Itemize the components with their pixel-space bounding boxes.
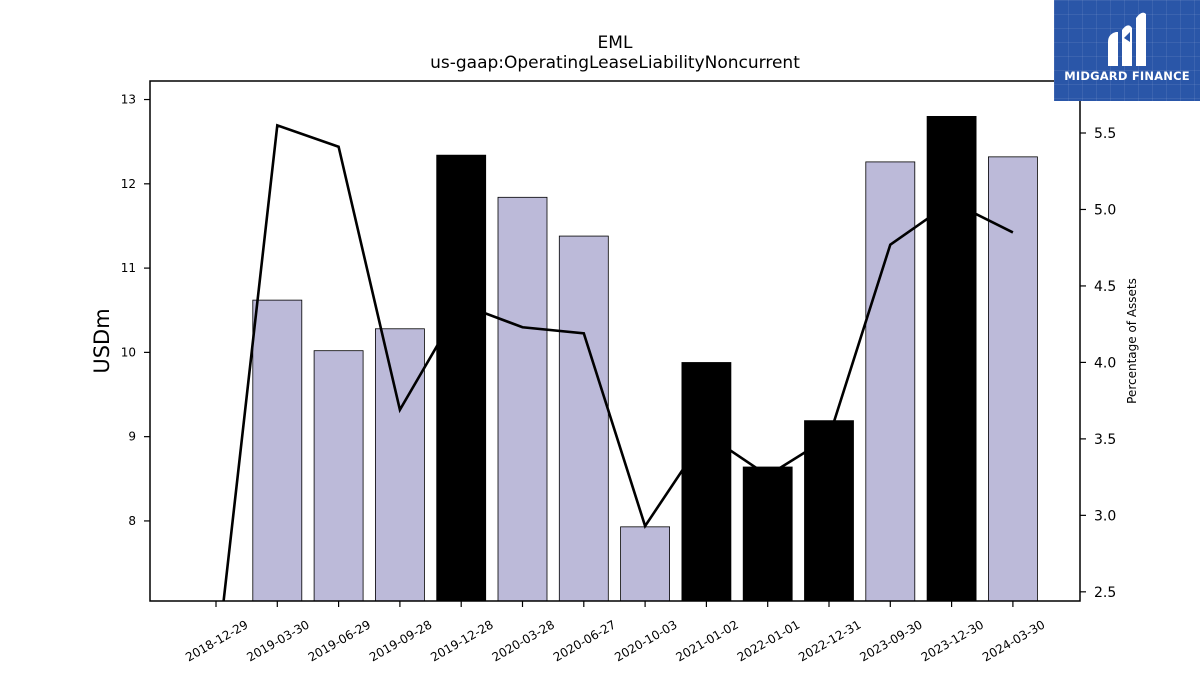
x-tick-label: 2021-01-02 bbox=[673, 617, 740, 664]
logo-text: MIDGARD FINANCE bbox=[1064, 69, 1190, 83]
bar-2020-10-03 bbox=[620, 526, 670, 602]
x-tick-label: 2023-12-30 bbox=[919, 617, 986, 664]
x-tick-label: 2023-09-30 bbox=[857, 617, 924, 664]
bar-2022-01-01 bbox=[742, 466, 793, 602]
x-tick-label: 2020-03-28 bbox=[490, 617, 557, 664]
right-axis: 2.5 3.0 3.5 4.0 4.5 5.0 5.5 bbox=[1080, 126, 1116, 601]
x-tick-label: 2019-06-29 bbox=[306, 617, 373, 664]
x-tick-label: 2019-03-30 bbox=[244, 617, 311, 664]
bar-2023-12-30 bbox=[926, 115, 977, 602]
y-tick-label-left: 13 bbox=[121, 93, 136, 107]
bar-2019-06-29 bbox=[313, 350, 364, 602]
bar-2019-03-30 bbox=[252, 299, 303, 602]
bar-2019-09-28 bbox=[374, 328, 425, 602]
x-tick-label: 2019-12-28 bbox=[428, 617, 495, 664]
x-tick-label: 2024-03-30 bbox=[980, 617, 1047, 664]
y-tick-label-right: 2.5 bbox=[1094, 585, 1116, 601]
percentage-of-assets-line bbox=[222, 123, 1014, 601]
left-axis: 8 9 10 11 12 13 bbox=[121, 93, 150, 528]
chart-title: EML bbox=[598, 33, 633, 53]
bar-2022-12-31 bbox=[804, 420, 854, 602]
y-tick-label-left: 12 bbox=[121, 177, 136, 191]
x-tick-label: 2022-01-01 bbox=[735, 617, 802, 664]
chart-subtitle: us-gaap:OperatingLeaseLiabilityNoncurren… bbox=[430, 53, 800, 73]
y-axis-label-left: USDm bbox=[90, 308, 114, 373]
y-tick-label-right: 4.0 bbox=[1094, 355, 1116, 371]
y-tick-label-left: 11 bbox=[121, 261, 136, 275]
y-tick-label-right: 5.0 bbox=[1094, 202, 1116, 218]
x-tick-label: 2020-10-03 bbox=[612, 617, 679, 664]
x-tick-label: 2019-09-28 bbox=[367, 617, 434, 664]
bar-2019-12-28 bbox=[436, 154, 487, 602]
plot-frame bbox=[149, 80, 1081, 602]
y-tick-label-right: 3.5 bbox=[1094, 432, 1116, 448]
bar-2023-09-30 bbox=[865, 161, 916, 602]
x-tick-label: 2020-06-27 bbox=[551, 617, 618, 664]
bar-group bbox=[252, 115, 1038, 602]
x-tick-label: 2018-12-29 bbox=[183, 617, 250, 664]
logo-mark-icon bbox=[1108, 12, 1146, 67]
line-layer bbox=[222, 123, 1014, 601]
x-tick-label: 2022-12-31 bbox=[796, 617, 863, 664]
y-axis-label-right: Percentage of Assets bbox=[1125, 278, 1139, 404]
x-axis: 2018-12-292019-03-302019-06-292019-09-28… bbox=[183, 601, 1047, 664]
y-tick-label-right: 5.5 bbox=[1094, 126, 1116, 142]
y-tick-label-right: 3.0 bbox=[1094, 508, 1116, 524]
y-tick-label-left: 8 bbox=[128, 514, 136, 528]
y-tick-label-left: 9 bbox=[128, 430, 136, 444]
brand-logo: MIDGARD FINANCE bbox=[1054, 0, 1200, 101]
bar-2021-01-02 bbox=[681, 362, 732, 602]
y-tick-label-left: 10 bbox=[121, 345, 136, 359]
y-tick-label-right: 4.5 bbox=[1094, 279, 1116, 295]
bar-2020-06-27 bbox=[558, 235, 609, 602]
bar-2020-03-28 bbox=[497, 196, 548, 602]
bar-2024-03-30 bbox=[988, 156, 1038, 602]
